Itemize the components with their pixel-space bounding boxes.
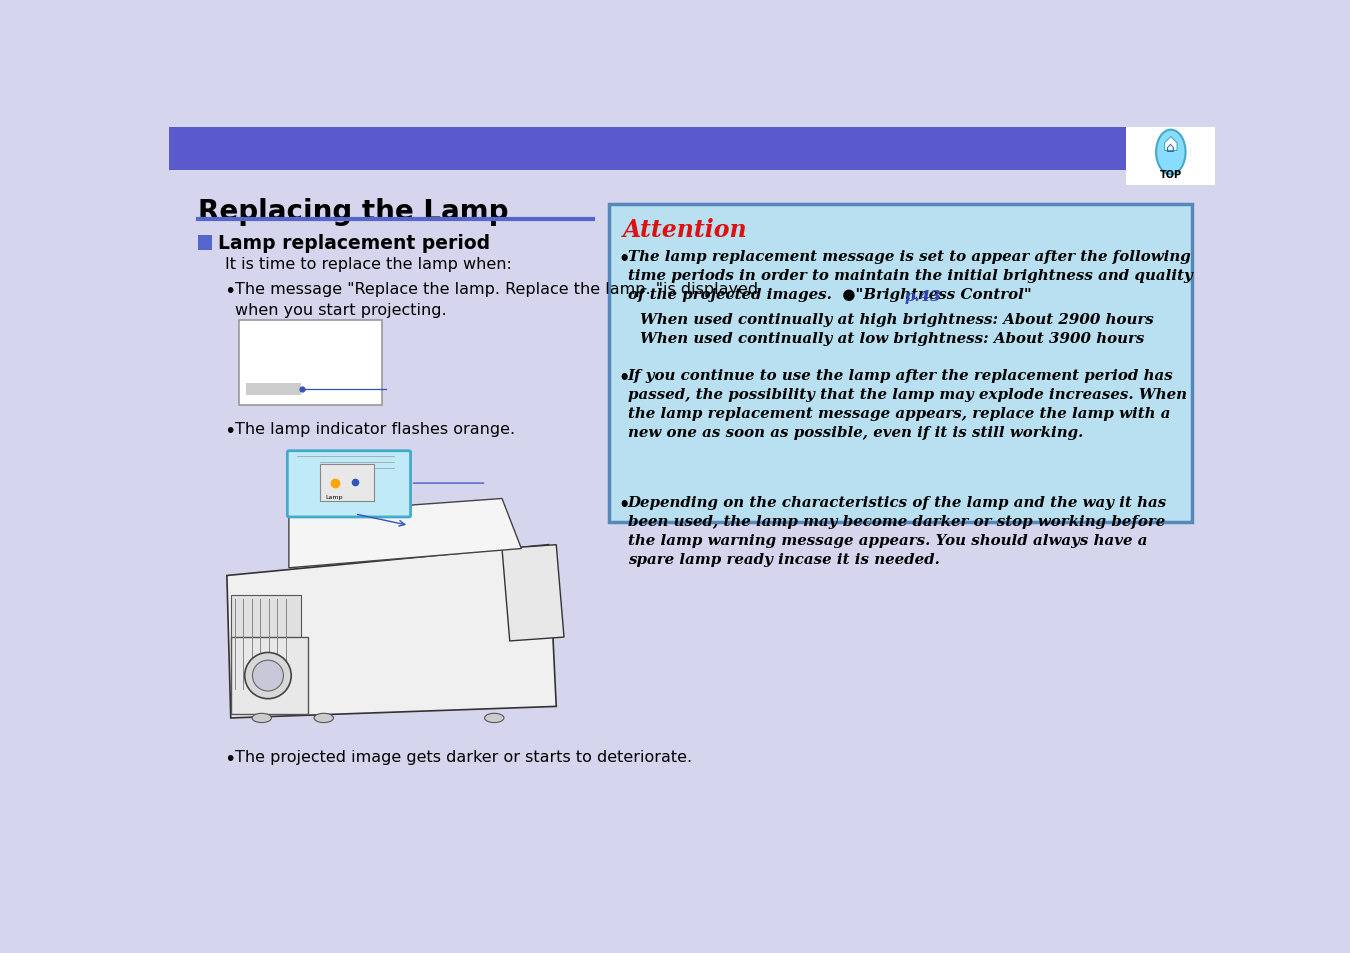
Polygon shape: [502, 545, 564, 641]
Text: •: •: [224, 422, 236, 441]
Text: Lamp replacement period: Lamp replacement period: [219, 233, 490, 253]
Bar: [231, 595, 301, 695]
Bar: [169, 129, 1126, 171]
Text: Depending on the characteristics of the lamp and the way it has
been used, the l: Depending on the characteristics of the …: [628, 496, 1166, 567]
Text: Attention: Attention: [622, 217, 748, 241]
FancyBboxPatch shape: [288, 452, 410, 517]
Bar: [320, 464, 374, 501]
Polygon shape: [227, 545, 556, 719]
Bar: [231, 638, 308, 715]
Text: The lamp replacement message is set to appear after the following
time periods i: The lamp replacement message is set to a…: [628, 250, 1192, 301]
Bar: [1126, 129, 1215, 186]
Text: When used continually at high brightness: About 2900 hours
When used continually: When used continually at high brightness…: [640, 313, 1154, 346]
FancyBboxPatch shape: [609, 205, 1192, 522]
Text: •: •: [618, 250, 629, 268]
Text: •: •: [618, 369, 629, 387]
Text: It is time to replace the lamp when:: It is time to replace the lamp when:: [224, 256, 512, 272]
Ellipse shape: [244, 653, 292, 699]
Text: If you continue to use the lamp after the replacement period has
passed, the pos: If you continue to use the lamp after th…: [628, 369, 1187, 439]
Text: p.43: p.43: [904, 290, 942, 304]
Ellipse shape: [252, 660, 284, 691]
Text: •: •: [618, 496, 629, 514]
Ellipse shape: [315, 714, 333, 722]
Ellipse shape: [252, 714, 271, 722]
Bar: [239, 320, 382, 405]
Text: •: •: [224, 282, 236, 301]
Text: The lamp indicator flashes orange.: The lamp indicator flashes orange.: [235, 422, 516, 437]
Text: The projected image gets darker or starts to deteriorate.: The projected image gets darker or start…: [235, 749, 693, 764]
Text: ⌂: ⌂: [1166, 141, 1176, 155]
Text: •: •: [224, 749, 236, 768]
Text: The message "Replace the lamp. Replace the lamp. "is displayed
when you start pr: The message "Replace the lamp. Replace t…: [235, 282, 759, 318]
Text: Replacing the Lamp: Replacing the Lamp: [198, 197, 509, 226]
Text: Lamp: Lamp: [325, 495, 343, 499]
Ellipse shape: [485, 714, 504, 722]
Text: TOP: TOP: [1160, 170, 1181, 179]
Polygon shape: [1165, 137, 1177, 152]
Bar: [198, 236, 212, 251]
Ellipse shape: [1156, 131, 1185, 175]
Bar: [246, 383, 301, 395]
Polygon shape: [289, 499, 521, 568]
